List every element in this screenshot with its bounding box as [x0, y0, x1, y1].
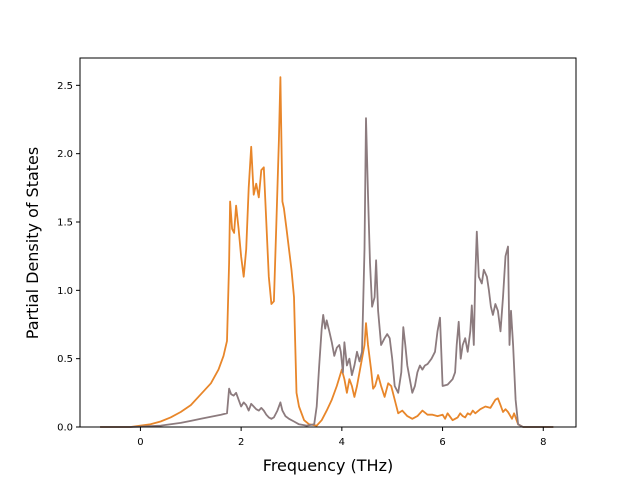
plot-frame: [79, 57, 577, 428]
plot-background: [80, 58, 576, 427]
y-ticks: 0.0 0.5 1.0 1.5 2.0 2.5: [57, 81, 80, 434]
y-tick-label: 2.0: [57, 149, 73, 160]
y-tick-label: 2.5: [57, 81, 73, 92]
x-tick-label: 6: [439, 437, 445, 448]
x-axis-label: Frequency (THz): [263, 456, 393, 475]
y-tick-label: 1.5: [57, 218, 73, 229]
x-tick-label: 8: [540, 437, 546, 448]
series-line-1: [100, 76, 554, 428]
series-line-2: [100, 117, 554, 428]
x-ticks: 0 2 4 6 8: [137, 427, 546, 448]
x-tick-label: 4: [339, 437, 345, 448]
y-tick-label: 0.5: [57, 354, 73, 365]
x-tick-label: 2: [238, 437, 244, 448]
y-axis-label: Partial Density of States: [23, 147, 42, 339]
series-layer: [100, 76, 554, 428]
y-tick-label: 1.0: [57, 286, 73, 297]
y-tick-label: 0.0: [57, 423, 73, 434]
x-tick-label: 0: [137, 437, 143, 448]
